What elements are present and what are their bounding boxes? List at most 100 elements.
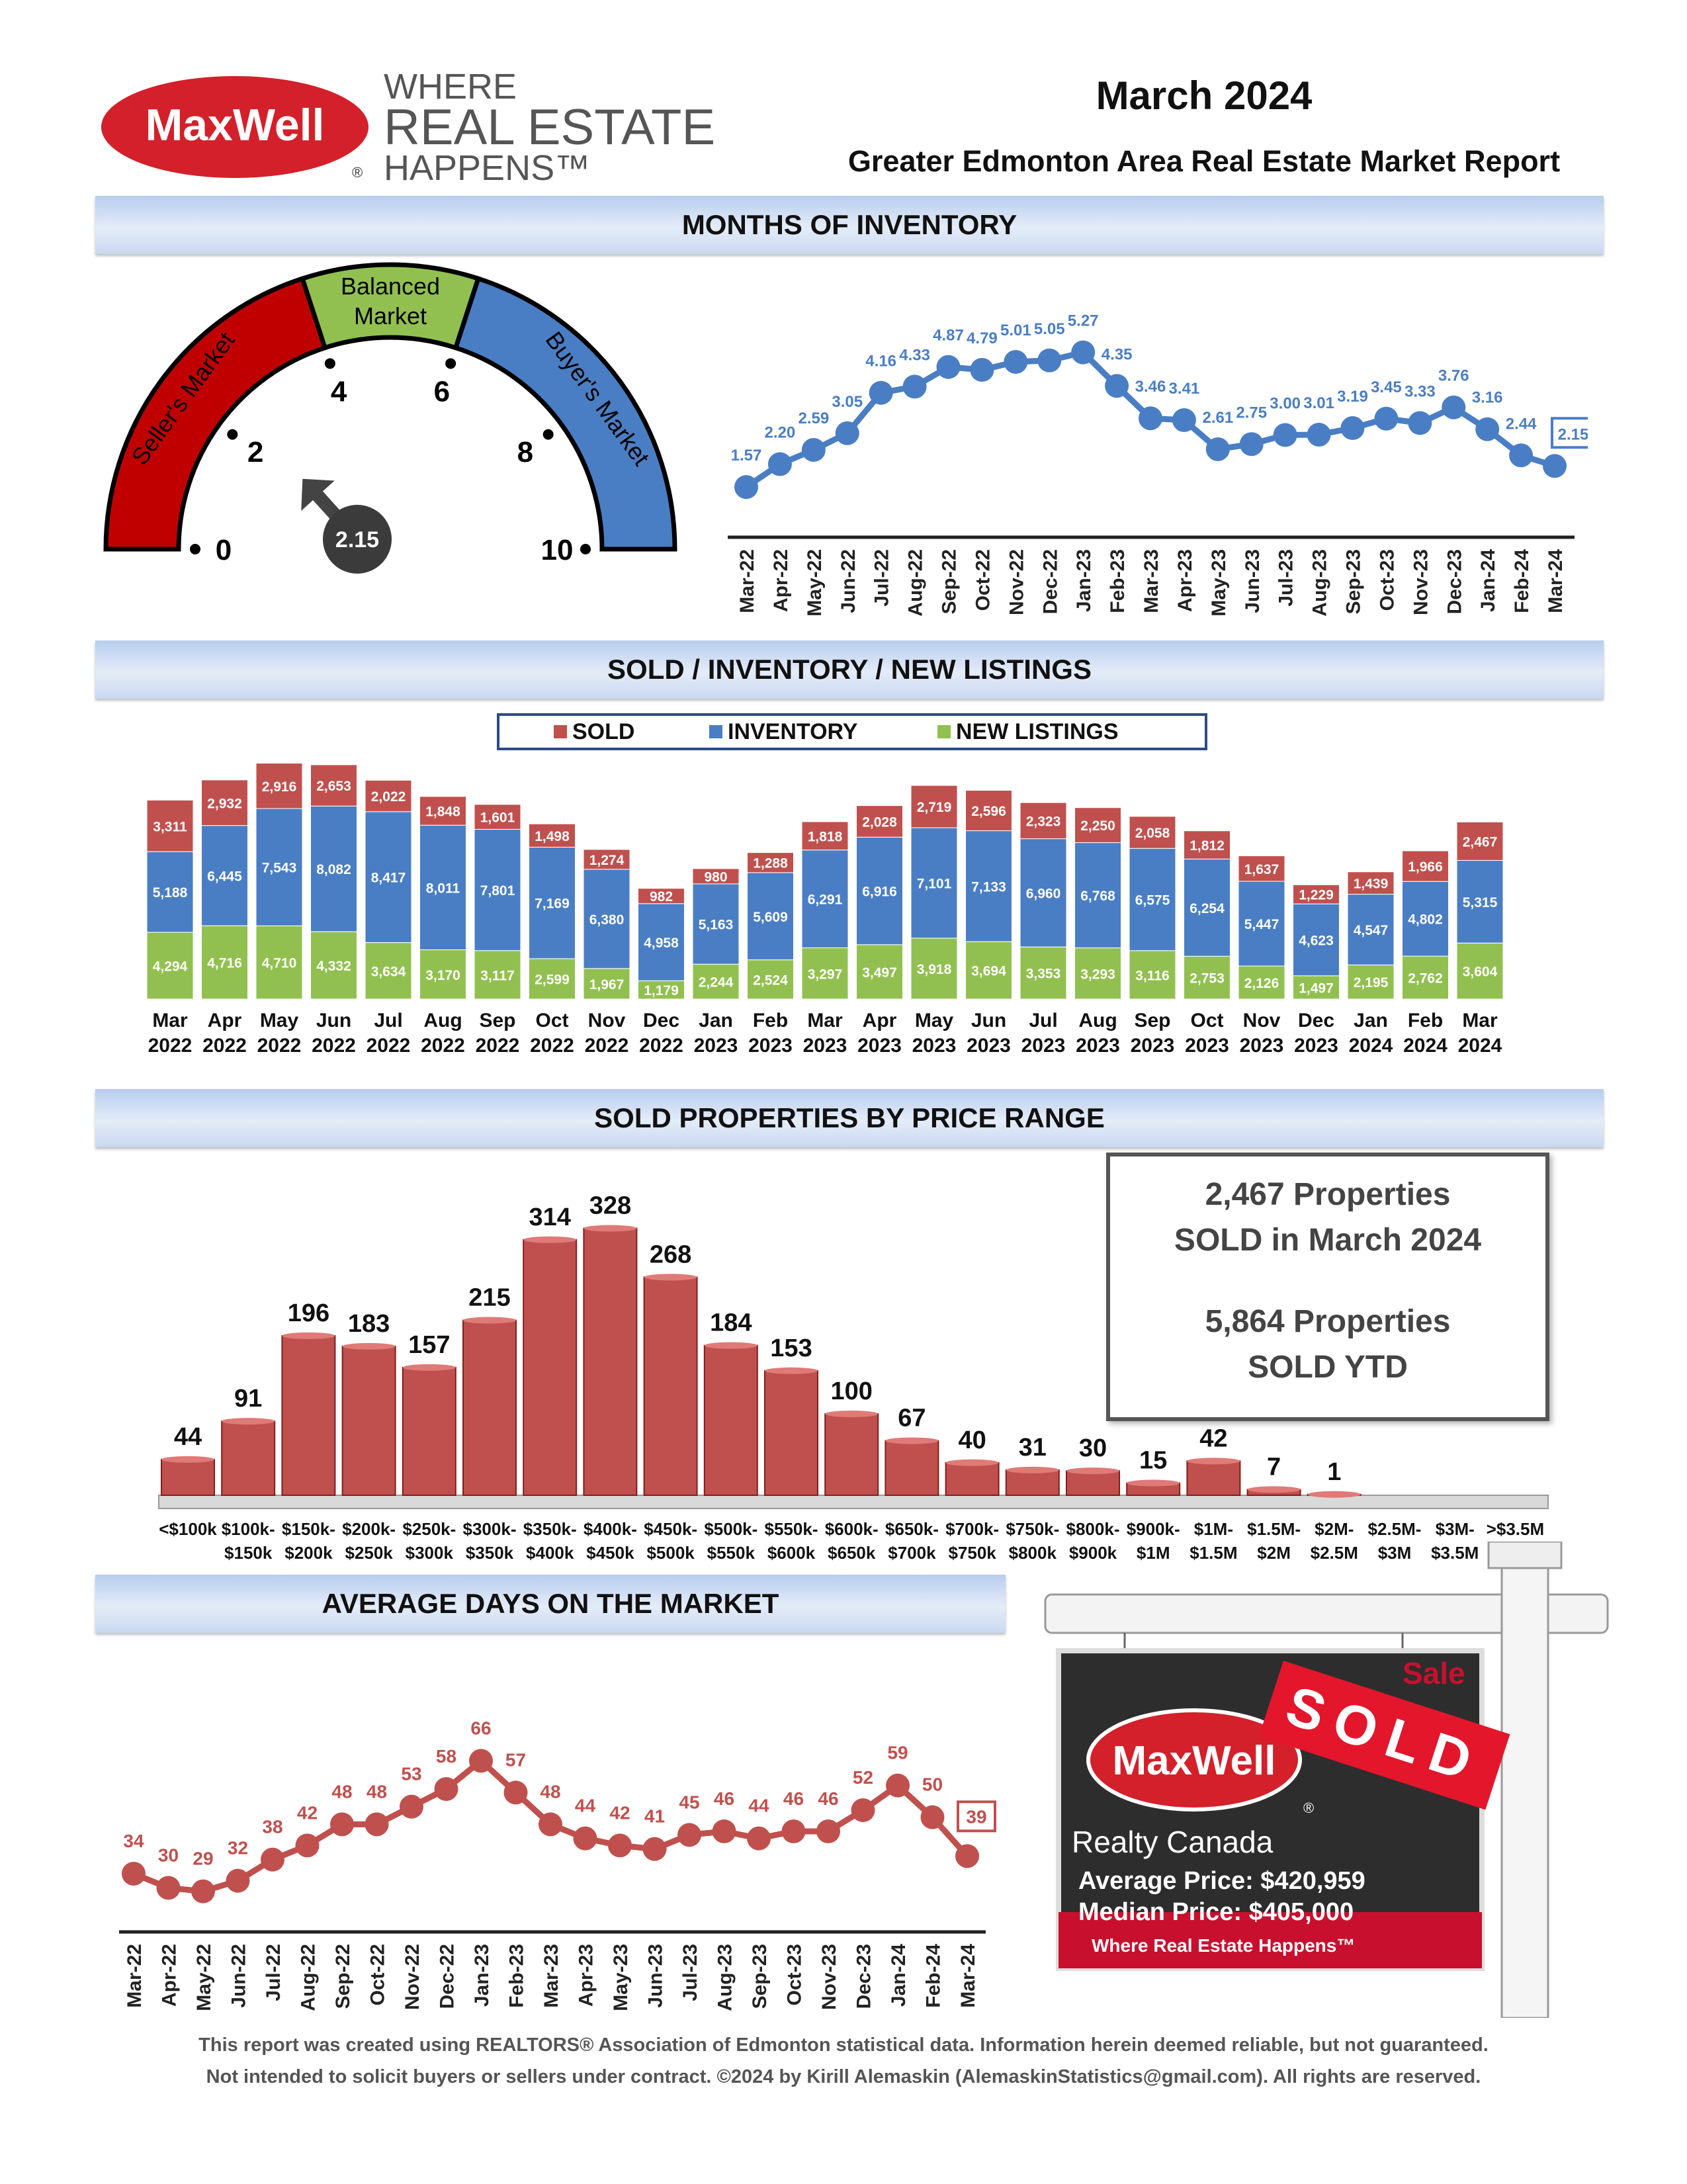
dom-data-label: 42 [609,1802,630,1823]
price-bar [1066,1470,1120,1497]
price-bar-top [885,1437,939,1444]
gauge-tick-label-4: 4 [331,375,347,408]
dom-x-tick-label: Nov-22 [402,1944,423,2010]
stack-data-label: 2,753 [1190,971,1225,986]
moi-x-tick-label: Mar-24 [1545,549,1567,613]
dom-x-tick-label: Jul-22 [263,1944,284,2001]
stack-data-label: 2,250 [1080,818,1115,834]
stack-bar-sold [1347,871,1395,895]
stack-bar-new-listings [583,968,630,1000]
stack-x-tick-year: 2023 [1240,1035,1284,1057]
moi-point [1273,423,1297,447]
dom-point [539,1812,562,1837]
stack-data-label: 2,467 [1463,834,1498,850]
dom-x-tick-label: Apr-22 [159,1944,181,2007]
dom-x-tick-label: Mar-23 [541,1944,562,2008]
moi-data-label: 3.01 [1303,394,1334,412]
stack-bar-inventory [529,846,576,959]
stack-data-label: 7,133 [971,879,1006,895]
gauge-tick-label-2: 2 [247,436,263,468]
footer-line1: This report was created using REALTORS® … [198,2034,1489,2056]
moi-x-tick-label: May-22 [804,549,826,617]
stack-x-tick-year: 2022 [312,1035,356,1057]
stack-x-tick-year: 2023 [1021,1035,1066,1057]
stack-bar-inventory [255,808,303,926]
price-bar-top [704,1342,757,1349]
price-x-tick-label: $450k- [644,1519,697,1539]
moi-current-value-box [1551,417,1596,449]
gauge-tick-label-8: 8 [517,436,533,468]
dom-current-value-box [957,1800,996,1833]
moi-x-tick-label: Mar-22 [736,549,758,613]
dom-x-tick-label: Feb-23 [506,1944,528,2008]
stack-data-label: 6,380 [589,912,625,928]
stack-data-label: 3,353 [1026,967,1061,982]
price-x-tick-label: $250k- [402,1519,456,1539]
sign-registered: ® [1303,1800,1314,1816]
price-bar [402,1366,456,1497]
footer-line2: Not intended to solicit buyers or seller… [206,2066,1481,2087]
price-x-tick-label: $3M- [1436,1519,1475,1539]
stack-x-tick-month: Aug [423,1010,462,1031]
stack-bar-sold [1293,884,1340,904]
stack-data-label: 7,801 [480,883,515,898]
dom-point [122,1862,146,1886]
dom-x-tick-label: Oct-22 [367,1944,389,2005]
gauge-tick-dot-6 [445,358,456,369]
stack-legend-swatch [937,725,951,738]
stack-bar-inventory [1074,842,1121,949]
moi-x-tick-label: Apr-23 [1174,549,1196,612]
moi-data-label: 3.46 [1135,378,1166,396]
stack-bar-sold [310,764,357,807]
price-data-label: 268 [650,1241,691,1268]
stack-data-label: 982 [650,889,673,904]
dom-data-label: 48 [331,1781,352,1802]
summary-sold-ytd-count: 5,864 Properties [1205,1304,1451,1339]
price-x-tick-label: $2M- [1315,1519,1354,1539]
stack-bar-inventory [910,827,958,939]
stack-bar-inventory [310,805,357,932]
months-inventory-chart: 1.57 Mar-22 2.20 Apr-22 2.59 May-22 3.05 Jun-22… [714,291,1596,635]
stack-data-label: 2,916 [262,779,297,795]
price-bar-top [1187,1458,1240,1465]
dom-point [781,1819,806,1843]
stack-x-tick-month: Dec [1298,1010,1334,1031]
price-x-tick-label: $2.5M- [1368,1519,1422,1539]
stack-data-label: 1,439 [1354,877,1389,892]
stack-x-tick-month: Mar [807,1010,843,1031]
stack-data-label: 6,291 [808,893,843,908]
gauge-tick-dot-4 [324,358,335,369]
stack-data-label: 4,547 [1354,923,1389,938]
dom-point [677,1823,701,1847]
stack-data-label: 980 [704,869,727,885]
price-x-tick-label: <$100k [159,1519,217,1539]
dom-point [434,1777,458,1801]
stack-x-tick-year: 2022 [148,1035,193,1057]
dom-point [851,1798,875,1822]
stack-data-label: 3,311 [153,819,187,834]
price-data-label: 157 [408,1331,450,1359]
moi-x-tick-label: Jun-22 [838,549,859,613]
gauge-sellers-zone [103,275,328,552]
moi-point [1037,348,1062,372]
section-sold-inventory-listings: SOLD / INVENTORY / NEW LISTINGS [95,640,1604,699]
stack-data-label: 3,170 [425,968,460,983]
dom-point [886,1773,910,1798]
price-data-label: 40 [958,1426,986,1454]
price-bar-top [765,1367,818,1374]
stack-data-label: 4,958 [644,936,679,951]
price-x-tick-label: $350k- [523,1519,577,1539]
days-on-market-chart: 34 Mar-22 30 Apr-22 29 May-22 32 Jun-22 38 Jul-22… [112,1694,999,2038]
price-bar-top [161,1456,214,1463]
stack-bar-inventory [856,836,903,945]
stack-x-tick-month: Aug [1078,1010,1117,1031]
sign-average-price: Average Price: $420,959 [1078,1867,1365,1895]
moi-data-label: 5.01 [1000,322,1031,339]
stack-data-label: 1,812 [1190,838,1225,853]
stack-legend-swatch [554,725,567,738]
price-bar [161,1458,215,1497]
dom-x-tick-label: Jan-23 [471,1944,493,2007]
maxwell-logo: MaxWell [99,74,370,180]
price-bar [885,1440,939,1496]
moi-x-tick-label: Mar-23 [1141,549,1162,613]
